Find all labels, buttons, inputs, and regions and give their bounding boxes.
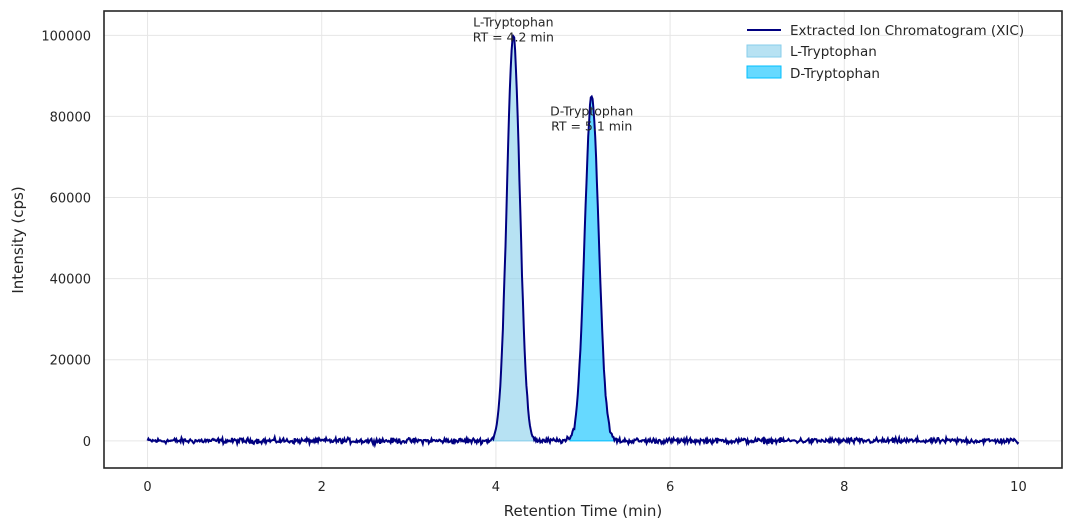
peak-fill-l-tryptophan: [491, 35, 536, 442]
y-tick-label: 100000: [41, 29, 91, 44]
peak-fill-d-tryptophan: [569, 95, 615, 442]
y-ticks: 0 20000 40000 60000 80000 100000: [41, 29, 91, 450]
legend-swatch-d-tryptophan: [746, 65, 782, 79]
annotation-l-tryptophan-name: L-Tryptophan: [473, 14, 553, 29]
x-tick-label: 4: [492, 480, 500, 495]
x-tick-label: 8: [840, 480, 848, 495]
x-tick-label: 2: [318, 480, 326, 495]
legend-swatch-l-tryptophan: [746, 44, 782, 58]
legend: Extracted Ion Chromatogram (XIC) L-Trypt…: [746, 23, 1024, 82]
x-tick-label: 6: [666, 480, 674, 495]
xic-line: [146, 33, 1020, 449]
x-tick-label: 0: [143, 480, 151, 495]
annotation-d-tryptophan-name: D-Tryptophan: [550, 104, 633, 119]
annotation-d-tryptophan-rt: RT = 5.1 min: [551, 119, 632, 134]
annotation-l-tryptophan-rt: RT = 4.2 min: [473, 29, 554, 44]
legend-label-l-tryptophan: L-Tryptophan: [790, 44, 877, 60]
x-ticks: 0 2 4 6 8 10: [143, 480, 1026, 495]
legend-label-xic: Extracted Ion Chromatogram (XIC): [790, 23, 1024, 39]
legend-label-d-tryptophan: D-Tryptophan: [790, 66, 880, 82]
x-tick-label: 10: [1010, 480, 1027, 495]
y-tick-label: 0: [83, 435, 91, 450]
y-tick-label: 80000: [50, 110, 91, 125]
x-axis-label: Retention Time (min): [504, 502, 663, 520]
y-tick-label: 60000: [50, 192, 91, 207]
annotations: L-Tryptophan RT = 4.2 min D-Tryptophan R…: [473, 14, 634, 133]
plot-frame: [103, 10, 1063, 469]
y-tick-label: 40000: [50, 273, 91, 288]
y-tick-label: 20000: [50, 354, 91, 369]
y-axis-label: Intensity (cps): [9, 186, 27, 293]
